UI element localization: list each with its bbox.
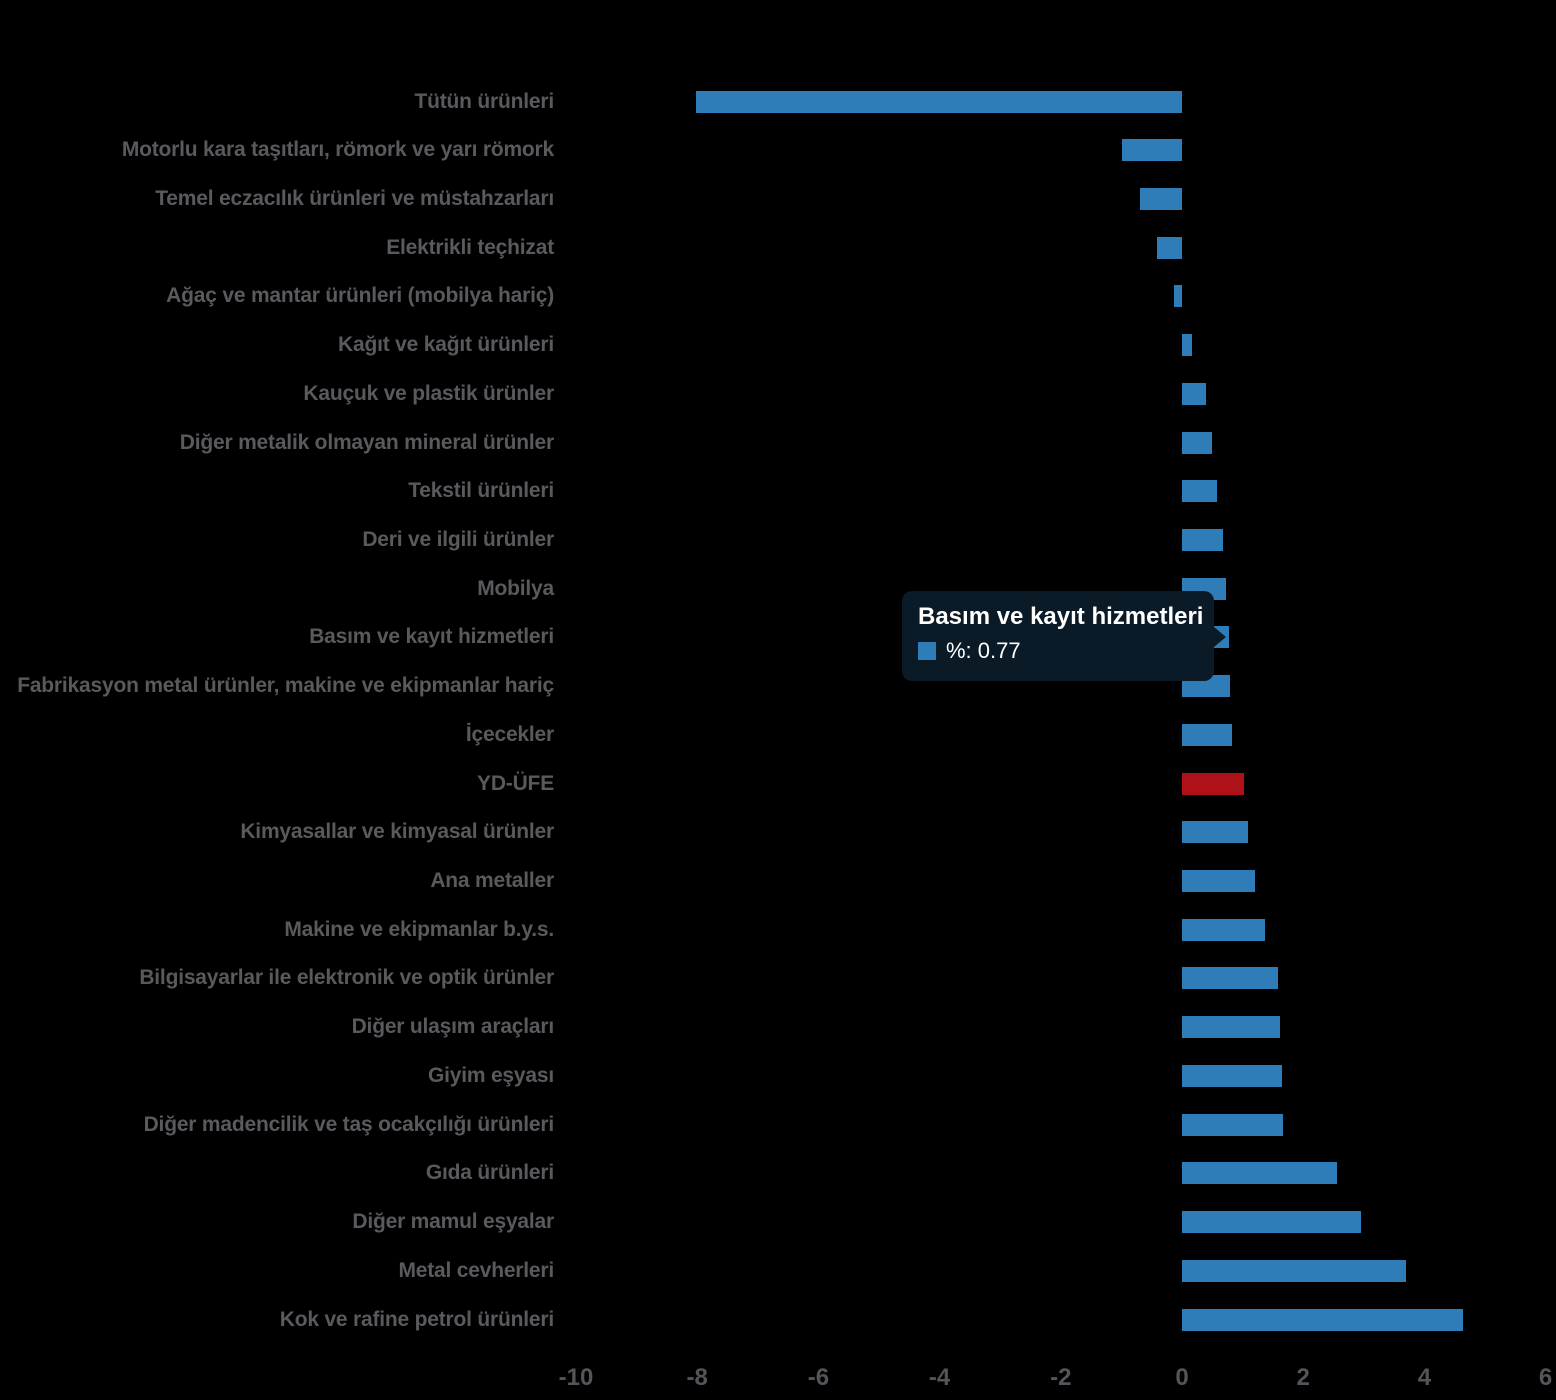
category-label: Fabrikasyon metal ürünler, makine ve eki… [17, 674, 554, 698]
tooltip-value: %: 0.77 [946, 638, 1021, 663]
category-label: YD-ÜFE [477, 771, 554, 795]
category-label: Deri ve ilgili ürünler [362, 527, 554, 551]
bar[interactable] [1182, 967, 1278, 990]
bar[interactable] [1182, 382, 1207, 405]
x-tick-label: 2 [1296, 1364, 1310, 1391]
category-label: Motorlu kara taşıtları, römork ve yarı r… [121, 138, 554, 162]
tooltip: Basım ve kayıt hizmetleri %: 0.77 [902, 591, 1226, 681]
bar[interactable] [1182, 334, 1192, 357]
category-label: Bilgisayarlar ile elektronik ve optik ür… [139, 966, 554, 990]
bar[interactable] [1157, 236, 1182, 259]
x-tick-label: -6 [807, 1364, 830, 1391]
x-tick-label: -10 [558, 1364, 594, 1391]
category-label: Gıda ürünleri [425, 1161, 554, 1185]
bar[interactable] [1182, 1016, 1281, 1039]
bar[interactable] [1182, 918, 1266, 941]
x-tick-label: -4 [928, 1364, 951, 1391]
category-label: Mobilya [477, 576, 554, 600]
bar[interactable] [1182, 480, 1217, 503]
x-tick-label: 4 [1417, 1364, 1432, 1391]
bar[interactable] [1182, 1308, 1463, 1331]
category-label: Kağıt ve kağıt ürünleri [338, 333, 554, 357]
category-label: Kauçuk ve plastik ürünler [303, 381, 554, 405]
category-label: Kimyasallar ve kimyasal ürünler [240, 820, 554, 844]
category-label: İçecekler [465, 722, 554, 746]
tooltip-value-row: %: 0.77 [918, 639, 1198, 663]
category-label: Kok ve rafine petrol ürünleri [279, 1307, 554, 1331]
category-label: Tekstil ürünleri [408, 479, 554, 503]
category-label: Basım ve kayıt hizmetleri [309, 625, 554, 649]
bar[interactable] [1182, 870, 1255, 893]
category-label: Diğer metalik olmayan mineral ürünler [179, 430, 554, 454]
category-label: Diğer madencilik ve taş ocakçılığı ürünl… [143, 1112, 555, 1136]
bar[interactable] [1182, 1259, 1406, 1282]
x-tick-label: -2 [1050, 1364, 1072, 1391]
bar[interactable] [1182, 1064, 1282, 1087]
category-label: Ağaç ve mantar ürünleri (mobilya hariç) [166, 284, 554, 308]
bar[interactable] [695, 90, 1182, 113]
bar[interactable] [1122, 139, 1182, 162]
category-label: Makine ve ekipmanlar b.y.s. [284, 917, 554, 941]
bar[interactable] [1182, 431, 1213, 454]
series-color-swatch-icon [918, 642, 936, 660]
bar[interactable] [1182, 1162, 1338, 1185]
x-tick-label: 6 [1538, 1364, 1553, 1391]
bar[interactable] [1182, 1113, 1283, 1136]
bar[interactable] [1182, 528, 1223, 551]
category-label: Diğer mamul eşyalar [352, 1210, 554, 1234]
category-label: Elektrikli teçhizat [386, 235, 554, 259]
tooltip-title: Basım ve kayıt hizmetleri [918, 603, 1204, 630]
category-label: Diğer ulaşım araçları [351, 1015, 555, 1039]
bar[interactable] [1182, 1211, 1361, 1234]
x-tick-label: -8 [686, 1364, 708, 1391]
x-tick-label: 0 [1175, 1364, 1189, 1391]
category-label: Temel eczacılık ürünleri ve müstahzarlar… [155, 186, 554, 210]
category-label: Giyim eşyası [427, 1063, 554, 1087]
bar[interactable] [1140, 187, 1182, 210]
tooltip-callout-arrow-icon [1214, 627, 1226, 647]
bar[interactable] [1182, 821, 1249, 844]
bar[interactable] [1182, 723, 1232, 746]
category-label: Ana metaller [430, 869, 554, 893]
bar[interactable] [1173, 285, 1182, 308]
category-label: Metal cevherleri [398, 1258, 554, 1282]
category-label: Tütün ürünleri [414, 89, 554, 113]
bar-yd-ufe[interactable] [1182, 772, 1244, 795]
